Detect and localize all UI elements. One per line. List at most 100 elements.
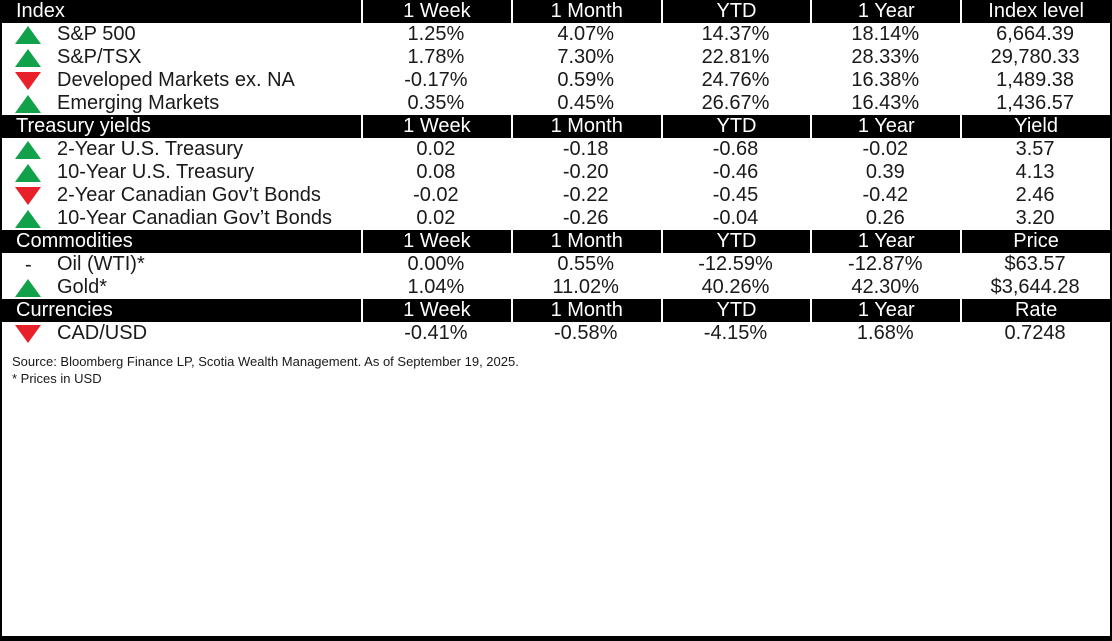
up-triangle-icon — [15, 140, 41, 159]
row-value: 14.37% — [701, 23, 770, 45]
row-value: 0.00% — [407, 253, 465, 275]
section-rows: S&P 500 1.25% 4.07% 14.37% 18.14% 6,664.39 S… — [2, 23, 1110, 115]
row-value: 28.33% — [851, 46, 920, 68]
footer: Source: Bloomberg Finance LP, Scotia Wea… — [2, 345, 1110, 636]
row-value: -0.68 — [712, 138, 759, 160]
row-value: -0.02 — [862, 138, 909, 160]
row-value: -0.42 — [862, 184, 909, 206]
sections-container: Index 1 Week 1 Month YTD 1 Year Index level … — [2, 0, 1110, 345]
direction-cell — [2, 140, 57, 159]
up-triangle-icon — [15, 209, 41, 228]
table-row: 2-Year U.S. Treasury 0.02 -0.18 -0.68 -0.02… — [2, 138, 1110, 161]
row-value: 29,780.33 — [990, 46, 1080, 68]
row-value: 24.76% — [701, 69, 770, 91]
column-header: 1 Year — [810, 115, 960, 138]
row-value: -0.04 — [712, 207, 759, 229]
row-value: -0.20 — [562, 161, 609, 183]
direction-cell: - — [2, 255, 57, 275]
row-label: 2-Year U.S. Treasury — [57, 138, 244, 160]
table-row: S&P/TSX 1.78% 7.30% 22.81% 28.33% 29,780.33 — [2, 46, 1110, 69]
section-header-row: Index 1 Week 1 Month YTD 1 Year Index level — [2, 0, 1110, 23]
column-header: Yield — [960, 115, 1110, 138]
section-rows: 2-Year U.S. Treasury 0.02 -0.18 -0.68 -0.02… — [2, 138, 1110, 230]
row-value: 0.39 — [865, 161, 905, 183]
row-value: -0.02 — [413, 184, 459, 206]
row-label: 2-Year Canadian Gov’t Bonds — [57, 184, 321, 206]
row-value: 26.67% — [701, 92, 770, 114]
column-header: 1 Month — [510, 0, 661, 23]
row-label: 10-Year Canadian Gov’t Bonds — [57, 207, 332, 229]
row-value: 1,489.38 — [996, 69, 1075, 91]
bottom-border — [2, 636, 1110, 641]
section-title: Currencies — [16, 299, 113, 321]
row-value: 22.81% — [701, 46, 770, 68]
section-title: Commodities — [16, 230, 133, 252]
prices-note: * Prices in USD — [12, 371, 102, 386]
column-header: 1 Month — [510, 230, 661, 253]
section-rows: - Oil (WTI)* 0.00% 0.55% -12.59% -12.87% $63… — [2, 253, 1110, 299]
row-value: 0.45% — [557, 92, 615, 114]
table-section: Treasury yields 1 Week 1 Month YTD 1 Year Yi… — [2, 115, 1110, 230]
column-header: Rate — [960, 299, 1110, 322]
direction-cell — [2, 324, 57, 343]
column-header: 1 Year — [810, 299, 960, 322]
column-header: Index level — [960, 0, 1110, 23]
row-value: 0.02 — [416, 138, 456, 160]
row-value: 3.20 — [1015, 207, 1055, 229]
table-row: Developed Markets ex. NA -0.17% 0.59% 24.7… — [2, 69, 1110, 92]
row-value: 11.02% — [552, 276, 619, 298]
column-header: 1 Year — [810, 230, 960, 253]
row-value: -0.26 — [562, 207, 609, 229]
column-header: 1 Week — [361, 230, 511, 253]
section-header-row: Treasury yields 1 Week 1 Month YTD 1 Year Yi… — [2, 115, 1110, 138]
table-row: CAD/USD -0.41% -0.58% -4.15% 1.68% 0.7248 — [2, 322, 1110, 345]
row-value: 16.38% — [851, 69, 920, 91]
direction-cell — [2, 25, 57, 44]
row-value: 18.14% — [851, 23, 920, 45]
row-value: 1.78% — [407, 46, 465, 68]
row-value: 0.55% — [557, 253, 615, 275]
section-title: Treasury yields — [16, 115, 151, 137]
row-label: Emerging Markets — [57, 92, 220, 114]
direction-cell — [2, 278, 57, 297]
column-header: 1 Year — [810, 0, 960, 23]
section-header-row: Commodities 1 Week 1 Month YTD 1 Year Price — [2, 230, 1110, 253]
row-value: -12.59% — [698, 253, 773, 275]
row-value: 0.35% — [407, 92, 465, 114]
column-header: 1 Week — [361, 115, 511, 138]
row-value: -4.15% — [703, 322, 768, 344]
section-header-row: Currencies 1 Week 1 Month YTD 1 Year Rate — [2, 299, 1110, 322]
row-value: 1.25% — [407, 23, 465, 45]
row-value: 4.07% — [557, 23, 615, 45]
table-row: 2-Year Canadian Gov’t Bonds -0.02 -0.22 -0… — [2, 184, 1110, 207]
row-value: -0.17% — [404, 69, 468, 91]
direction-cell — [2, 163, 57, 182]
row-label: Gold* — [57, 276, 108, 298]
row-value: 0.02 — [416, 207, 456, 229]
table-section: Index 1 Week 1 Month YTD 1 Year Index level … — [2, 0, 1110, 115]
row-value: 0.26 — [865, 207, 905, 229]
row-value: -0.18 — [562, 138, 609, 160]
row-value: -0.41% — [404, 322, 468, 344]
table-row: 10-Year Canadian Gov’t Bonds 0.02 -0.26 -0… — [2, 207, 1110, 230]
column-header: 1 Month — [510, 115, 661, 138]
down-triangle-icon — [15, 186, 41, 205]
column-header: YTD — [660, 115, 811, 138]
column-header: YTD — [660, 299, 811, 322]
row-value: 3.57 — [1015, 138, 1055, 160]
column-header: 1 Week — [361, 0, 511, 23]
table-row: 10-Year U.S. Treasury 0.08 -0.20 -0.46 0.39… — [2, 161, 1110, 184]
direction-cell — [2, 209, 57, 228]
source-note: Source: Bloomberg Finance LP, Scotia Wea… — [12, 354, 519, 369]
row-value: -0.58% — [554, 322, 618, 344]
row-label: S&P 500 — [57, 23, 136, 45]
direction-cell — [2, 48, 57, 67]
row-value: 0.08 — [416, 161, 456, 183]
row-value: 2.46 — [1015, 184, 1055, 206]
column-header: Price — [960, 230, 1110, 253]
row-value: -0.22 — [562, 184, 609, 206]
table-section: Currencies 1 Week 1 Month YTD 1 Year Rate CA… — [2, 299, 1110, 345]
row-value: $3,644.28 — [990, 276, 1080, 298]
row-value: 1,436.57 — [996, 92, 1075, 114]
